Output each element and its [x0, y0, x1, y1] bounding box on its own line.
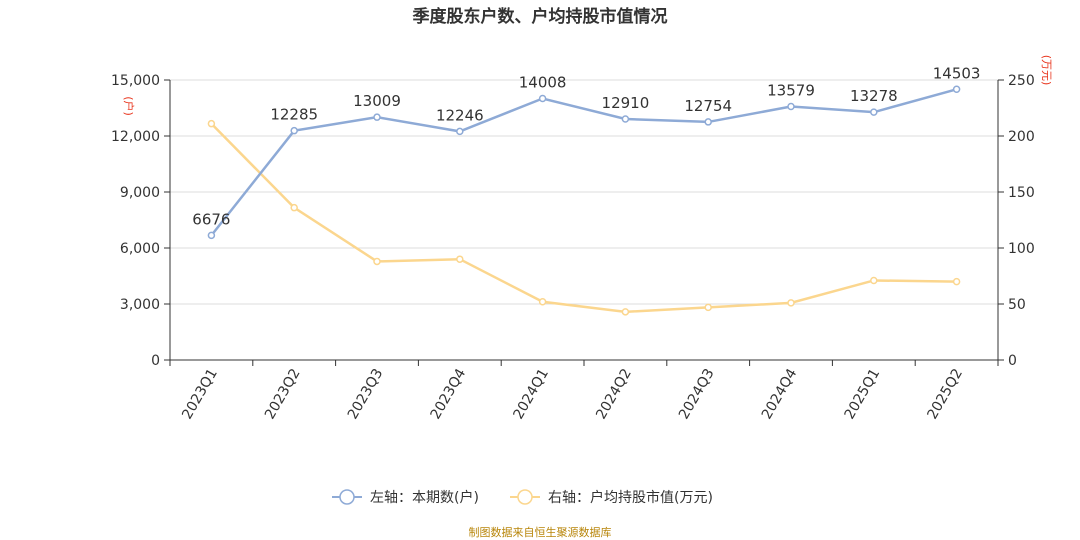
data-point [952, 85, 961, 94]
series-group: 6676 12285 13009 12246 14008 12910 12754 13579 1… [192, 64, 981, 316]
x-tick-label: 2024Q3 [676, 366, 718, 422]
data-point [704, 118, 712, 126]
data-point [207, 231, 216, 240]
left-tick-label: 0 [151, 353, 160, 369]
grid-lines [170, 79, 998, 305]
x-tick-label: 2024Q1 [510, 366, 552, 422]
right-tick-label: 50 [1008, 297, 1026, 313]
data-label: 14008 [519, 74, 567, 92]
data-point [870, 108, 878, 116]
data-label: 13579 [767, 82, 815, 100]
left-tick-label: 6,000 [120, 241, 160, 257]
data-label: 12285 [270, 106, 318, 124]
legend-label: 右轴：户均持股市值(万元) [548, 489, 713, 506]
right-tick-label: 100 [1008, 241, 1035, 257]
data-point [621, 115, 630, 123]
left-tick-label: 3,000 [120, 297, 160, 313]
data-point [538, 94, 547, 103]
right-axis-ticks: 0 50 100 150 200 250 [998, 73, 1035, 369]
data-point [621, 308, 630, 316]
legend-item-right[interactable]: 右轴：户均持股市值(万元) [510, 489, 713, 506]
right-tick-label: 150 [1008, 185, 1035, 201]
x-tick-label: 2024Q2 [593, 366, 635, 422]
series-line [210, 122, 957, 314]
legend-label: 左轴：本期数(户) [370, 489, 479, 506]
data-point [538, 298, 547, 306]
legend[interactable]: 左轴：本期数(户) 右轴：户均持股市值(万元) [332, 489, 713, 506]
right-tick-label: 200 [1008, 129, 1035, 145]
series-line [210, 88, 957, 237]
right-tick-label: 250 [1008, 73, 1035, 89]
data-point [787, 299, 795, 307]
x-tick-label: 2023Q4 [428, 366, 470, 422]
x-tick-label: 2025Q2 [924, 366, 966, 422]
data-point [704, 303, 712, 312]
left-axis-unit: (户) [122, 96, 136, 116]
right-axis-unit: (万元) [1040, 55, 1053, 86]
data-label: 14503 [933, 64, 981, 82]
data-label: 12246 [436, 106, 484, 124]
data-point [870, 276, 878, 285]
series-right [207, 119, 961, 316]
left-tick-label: 12,000 [111, 129, 160, 145]
data-label: 13009 [353, 92, 401, 110]
data-point [952, 277, 961, 286]
legend-item-left[interactable]: 左轴：本期数(户) [332, 489, 479, 506]
data-point [787, 102, 795, 111]
data-point [373, 257, 381, 266]
data-label: 13278 [850, 87, 898, 105]
x-tick-label: 2023Q1 [179, 366, 221, 422]
x-tick-label: 2023Q2 [262, 366, 304, 422]
x-tick-label: 2024Q4 [759, 366, 801, 422]
legend-marker [339, 489, 355, 505]
right-tick-label: 0 [1008, 353, 1017, 369]
left-tick-label: 9,000 [120, 185, 160, 201]
x-axis-ticks: 2023Q1 2023Q2 2023Q3 2023Q4 2024Q1 2024Q2 2024… [169, 360, 999, 422]
x-tick-label: 2025Q1 [842, 366, 884, 422]
data-label: 6676 [192, 210, 230, 228]
data-label: 12754 [684, 97, 732, 115]
data-point [456, 255, 464, 263]
left-tick-label: 15,000 [111, 73, 160, 89]
data-point [290, 203, 298, 212]
left-axis-ticks: 0 3,000 6,000 9,000 12,000 15,000 [111, 73, 170, 369]
data-label: 12910 [602, 94, 650, 112]
chart-title: 季度股东户数、户均持股市值情况 [413, 6, 668, 27]
data-point [290, 126, 298, 135]
data-point [373, 113, 381, 121]
data-point [207, 119, 216, 128]
legend-marker [517, 489, 533, 505]
x-tick-label: 2023Q3 [345, 366, 387, 422]
data-point [456, 127, 464, 136]
source-note: 制图数据来自恒生聚源数据库 [469, 525, 612, 539]
series-left: 6676 12285 13009 12246 14008 12910 12754 13579 1… [192, 64, 981, 240]
